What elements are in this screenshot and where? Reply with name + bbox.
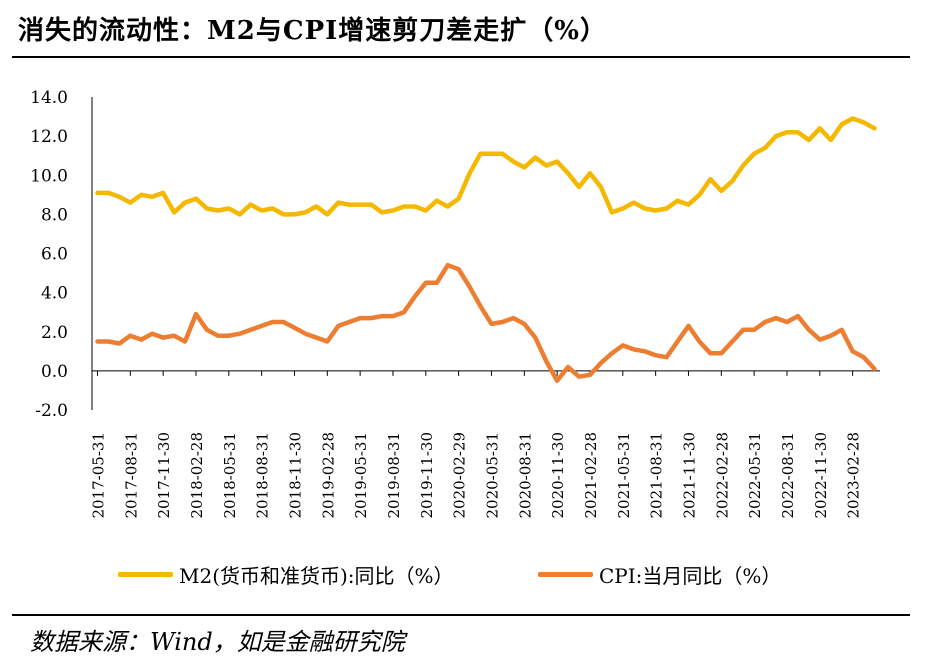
x-tick-label: 2019-05-31 xyxy=(352,432,370,518)
chart-legend: M2(货币和准货币):同比（%） CPI:当月同比（%） xyxy=(0,560,926,590)
y-tick-label: 8.0 xyxy=(41,205,68,225)
m2-series-line xyxy=(95,116,877,217)
line-chart: 14.0 12.0 10.0 8.0 6.0 4.0 2.0 0.0 -2.0 2017-05-3… xyxy=(30,88,880,518)
x-tick-label: 2022-08-31 xyxy=(779,432,797,518)
x-tick-label: 2021-08-31 xyxy=(648,432,666,518)
chart-title: 消失的流动性：M2与CPI增速剪刀差走扩（%） xyxy=(18,16,607,46)
x-tick-label: 2020-08-31 xyxy=(516,432,534,518)
x-tick-label: 2020-11-30 xyxy=(549,432,567,518)
x-tick-label: 2019-11-30 xyxy=(418,432,436,518)
x-tick-label: 2021-02-28 xyxy=(582,432,600,518)
y-tick-label: 12.0 xyxy=(30,127,68,147)
x-tick-label: 2019-08-31 xyxy=(385,432,403,518)
x-tick-label: 2017-11-30 xyxy=(155,432,173,518)
legend-item-cpi: CPI:当月同比（%） xyxy=(538,560,781,589)
legend-swatch-cpi xyxy=(538,572,593,577)
y-tick-label: 14.0 xyxy=(30,88,68,108)
x-tick-label: 2020-02-29 xyxy=(451,432,469,518)
x-tick-label: 2021-11-30 xyxy=(680,432,698,518)
x-tick-label: 2018-02-28 xyxy=(188,432,206,518)
x-tick-label: 2018-11-30 xyxy=(286,432,304,518)
cpi-series-line xyxy=(95,262,877,383)
x-tick-label: 2017-05-31 xyxy=(89,432,107,518)
x-tick-label: 2021-05-31 xyxy=(615,432,633,518)
bottom-rule xyxy=(12,614,910,616)
legend-item-m2: M2(货币和准货币):同比（%） xyxy=(118,560,454,589)
x-tick-label: 2023-02-28 xyxy=(845,432,863,518)
x-tick-label: 2022-11-30 xyxy=(812,432,830,518)
y-tick-label: -2.0 xyxy=(35,401,68,421)
y-tick-label: 6.0 xyxy=(41,245,68,265)
x-tick-label: 2022-05-31 xyxy=(746,432,764,518)
y-tick-label: 0.0 xyxy=(41,362,68,382)
legend-label-cpi: CPI:当月同比（%） xyxy=(599,564,782,588)
y-tick-label: 4.0 xyxy=(41,284,68,304)
x-tick-label: 2020-05-31 xyxy=(483,432,501,518)
source-note: 数据来源：Wind，如是金融研究院 xyxy=(30,628,405,656)
x-tick-label: 2019-02-28 xyxy=(319,432,337,518)
x-tick-label: 2018-08-31 xyxy=(254,432,272,518)
y-tick-label: 2.0 xyxy=(41,323,68,343)
legend-swatch-m2 xyxy=(118,572,173,577)
y-tick-label: 10.0 xyxy=(30,166,68,186)
top-rule xyxy=(12,56,910,58)
x-tick-label: 2022-02-28 xyxy=(713,432,731,518)
x-tick-label: 2017-08-31 xyxy=(122,432,140,518)
x-tick-label: 2018-05-31 xyxy=(221,432,239,518)
legend-label-m2: M2(货币和准货币):同比（%） xyxy=(179,564,454,588)
